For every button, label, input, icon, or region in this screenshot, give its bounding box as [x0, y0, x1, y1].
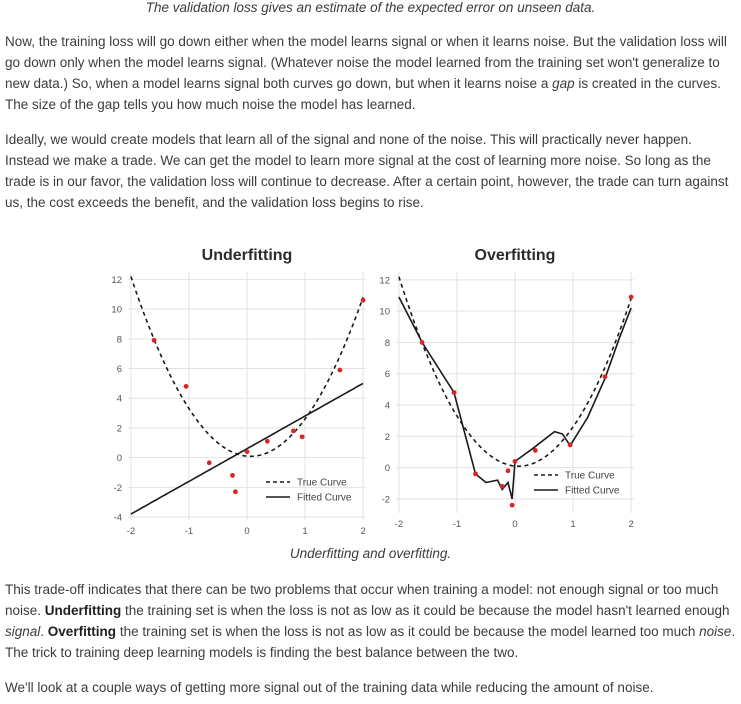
paragraph-text: This trade-off indicates that there can … — [5, 582, 719, 618]
chart-title: Underfitting — [202, 247, 293, 264]
chart-title: Overfitting — [475, 247, 556, 264]
legend-label: True Curve — [297, 478, 347, 489]
data-point — [532, 448, 538, 453]
paragraph-underfitting-overfitting: This trade-off indicates that there can … — [5, 579, 738, 663]
y-tick-label: 4 — [117, 394, 122, 405]
paragraph-trade-off: Ideally, we would create models that lea… — [5, 132, 729, 210]
top-caption: The validation loss gives an estimate of… — [145, 0, 596, 15]
y-tick-label: 2 — [117, 423, 122, 434]
y-tick-label: 0 — [385, 463, 390, 474]
term-overfitting: Overfitting — [47, 624, 117, 639]
data-point — [151, 337, 157, 343]
figure-caption: Underfitting and overfitting. — [289, 546, 452, 561]
paragraph-text: Now, the training loss will go down eith… — [5, 34, 727, 91]
fitted-curve-line — [398, 296, 632, 500]
data-point — [505, 468, 511, 474]
x-tick-label: 1 — [570, 519, 575, 530]
paragraph-text: . — [40, 624, 48, 639]
y-tick-label: 6 — [117, 364, 122, 375]
x-tick-label: 2 — [360, 526, 365, 537]
data-point — [512, 458, 518, 464]
y-tick-label: 8 — [385, 338, 390, 349]
data-point — [602, 374, 608, 380]
true-curve-line — [130, 276, 364, 458]
x-tick-label: 0 — [244, 526, 249, 537]
y-tick-label: 12 — [379, 275, 390, 286]
data-point — [291, 428, 296, 434]
emphasis-signal: signal — [5, 624, 41, 639]
y-tick-label: -4 — [114, 513, 122, 524]
y-tick-label: 8 — [117, 334, 122, 345]
y-tick-label: 12 — [111, 275, 122, 286]
paragraph-next-steps: We'll look at a couple ways of getting m… — [5, 680, 654, 695]
y-tick-label: 6 — [385, 369, 390, 380]
legend-label: Fitted Curve — [297, 493, 352, 504]
x-tick-label: 0 — [512, 519, 517, 530]
y-tick-label: -2 — [382, 494, 390, 505]
x-tick-label: 1 — [302, 526, 307, 537]
paragraph-text: the training set is when the loss is not… — [121, 603, 730, 618]
data-point — [337, 367, 343, 373]
y-tick-label: -2 — [114, 483, 122, 494]
data-point — [419, 340, 425, 345]
paragraph-text: is created in the curves. The size of th… — [5, 76, 721, 112]
x-tick-label: 2 — [628, 519, 633, 530]
y-tick-label: 10 — [111, 305, 122, 316]
data-point — [264, 438, 270, 444]
x-tick-label: -1 — [185, 526, 193, 537]
data-point — [499, 483, 505, 489]
emphasis-noise: noise — [699, 624, 732, 639]
data-point — [567, 442, 573, 448]
x-tick-label: -1 — [453, 519, 461, 530]
data-point — [628, 294, 634, 300]
data-point — [230, 473, 235, 478]
data-point — [451, 390, 457, 395]
emphasis-gap: gap — [552, 76, 575, 91]
data-point — [232, 489, 238, 495]
legend-label: True Curve — [565, 471, 615, 482]
x-tick-label: -2 — [395, 519, 403, 530]
data-point — [244, 449, 250, 455]
figure-underfitting-overfitting: -2 -1 0 1 2 -4 -2 0 2 4 6 8 10 12 Underfitting True Cur… — [0, 230, 741, 545]
data-point — [509, 502, 515, 508]
y-tick-label: 2 — [385, 432, 390, 443]
paragraph-text: the training set is when the loss is not… — [116, 624, 700, 639]
data-point — [206, 460, 212, 466]
fitted-curve-line — [130, 382, 364, 515]
y-tick-label: 0 — [117, 453, 122, 464]
data-point — [360, 297, 366, 303]
data-point — [473, 471, 478, 477]
legend-label: Fitted Curve — [565, 486, 620, 497]
paragraph-text: . The trick to training deep learning mo… — [5, 624, 736, 660]
y-tick-label: 10 — [379, 307, 390, 318]
data-point — [299, 434, 305, 440]
term-underfitting: Underfitting — [44, 603, 122, 618]
x-tick-label: -2 — [127, 526, 135, 537]
paragraph-training-vs-validation: Now, the training loss will go down eith… — [5, 31, 738, 115]
y-tick-label: 4 — [385, 401, 390, 412]
data-point — [183, 383, 189, 389]
